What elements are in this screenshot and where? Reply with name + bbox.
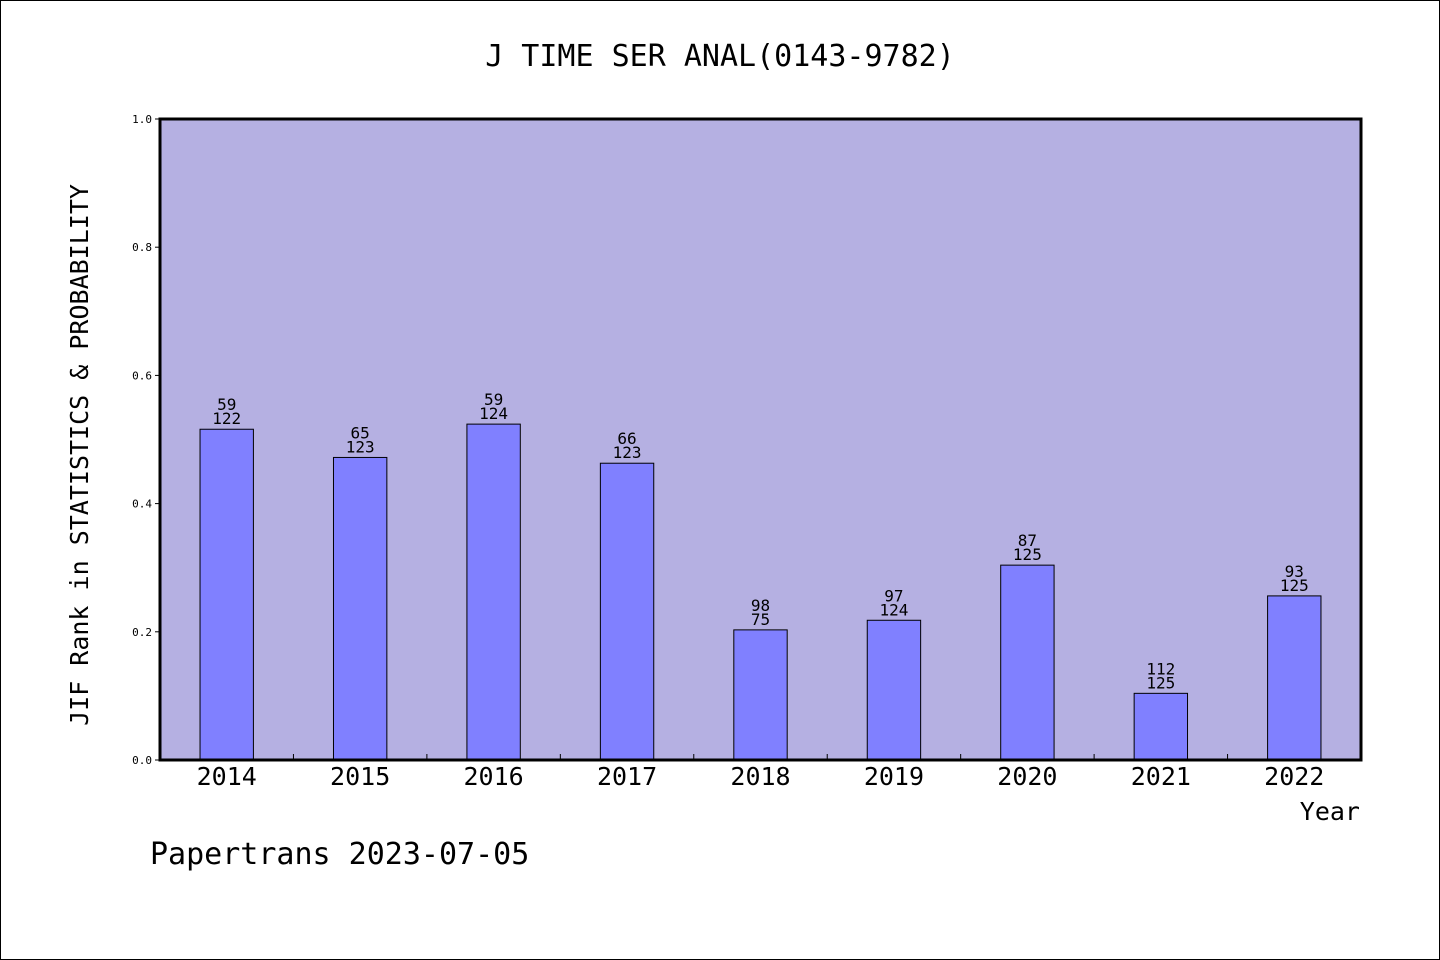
chart-title: J TIME SER ANAL(0143-9782) — [485, 39, 955, 74]
data-label-rank-2022: 93 — [1285, 562, 1304, 581]
data-label-rank-2021: 112 — [1146, 659, 1175, 678]
bar-2017 — [599, 462, 655, 761]
y-tick-label-0.6: 0.6 — [132, 369, 152, 382]
x-tick-label-2014: 2014 — [197, 762, 257, 791]
x-tick-label-2015: 2015 — [330, 762, 390, 791]
y-axis-label: JIF Rank in STATISTICS & PROBABILITY — [65, 184, 94, 726]
x-tick-label-2022: 2022 — [1264, 762, 1324, 791]
x-tick-label-2021: 2021 — [1131, 762, 1191, 791]
bar-2022 — [1267, 595, 1322, 761]
x-axis-label: Year — [1300, 797, 1360, 826]
data-label-total-2016: 124 — [479, 404, 508, 423]
bar-2021 — [1133, 692, 1189, 761]
bar-2020 — [1000, 564, 1055, 761]
y-tick-label-0.4: 0.4 — [132, 498, 152, 511]
y-tick-label-0.8: 0.8 — [132, 241, 152, 254]
data-label-total-2017: 123 — [613, 443, 642, 462]
bar-2016 — [466, 423, 521, 761]
data-label-total-2015: 123 — [346, 437, 375, 456]
data-label-total-2018: 75 — [751, 610, 770, 629]
y-tick-label-0.2: 0.2 — [132, 626, 152, 639]
x-tick-label-2018: 2018 — [730, 762, 790, 791]
plot-area: 5912220146512320155912420166612320179875… — [132, 113, 1363, 791]
x-tick-label-2020: 2020 — [997, 762, 1057, 791]
data-label-total-2019: 124 — [879, 600, 908, 619]
data-label-total-2022: 125 — [1280, 576, 1309, 595]
data-label-rank-2015: 65 — [351, 423, 370, 442]
data-label-rank-2017: 66 — [617, 429, 636, 448]
data-label-rank-2020: 87 — [1018, 531, 1037, 550]
data-label-total-2014: 122 — [212, 409, 241, 428]
data-label-total-2020: 125 — [1013, 545, 1042, 564]
bar-2015 — [332, 456, 388, 761]
x-tick-label-2019: 2019 — [864, 762, 924, 791]
data-label-rank-2016: 59 — [484, 390, 503, 409]
data-label-rank-2019: 97 — [884, 586, 903, 605]
footer-date: Papertrans 2023-07-05 — [150, 837, 529, 872]
y-tick-label-0.0: 0.0 — [132, 754, 152, 767]
plot-border — [158, 117, 1363, 762]
bar-2018 — [733, 629, 788, 761]
bar-2014 — [199, 428, 254, 761]
y-tick-label-1.0: 1.0 — [132, 113, 152, 126]
x-tick-label-2017: 2017 — [597, 762, 657, 791]
bar-2019 — [866, 619, 922, 761]
x-tick-label-2016: 2016 — [464, 762, 524, 791]
data-label-rank-2014: 59 — [217, 395, 236, 414]
data-label-rank-2018: 98 — [751, 596, 770, 615]
data-label-total-2021: 125 — [1146, 673, 1175, 692]
